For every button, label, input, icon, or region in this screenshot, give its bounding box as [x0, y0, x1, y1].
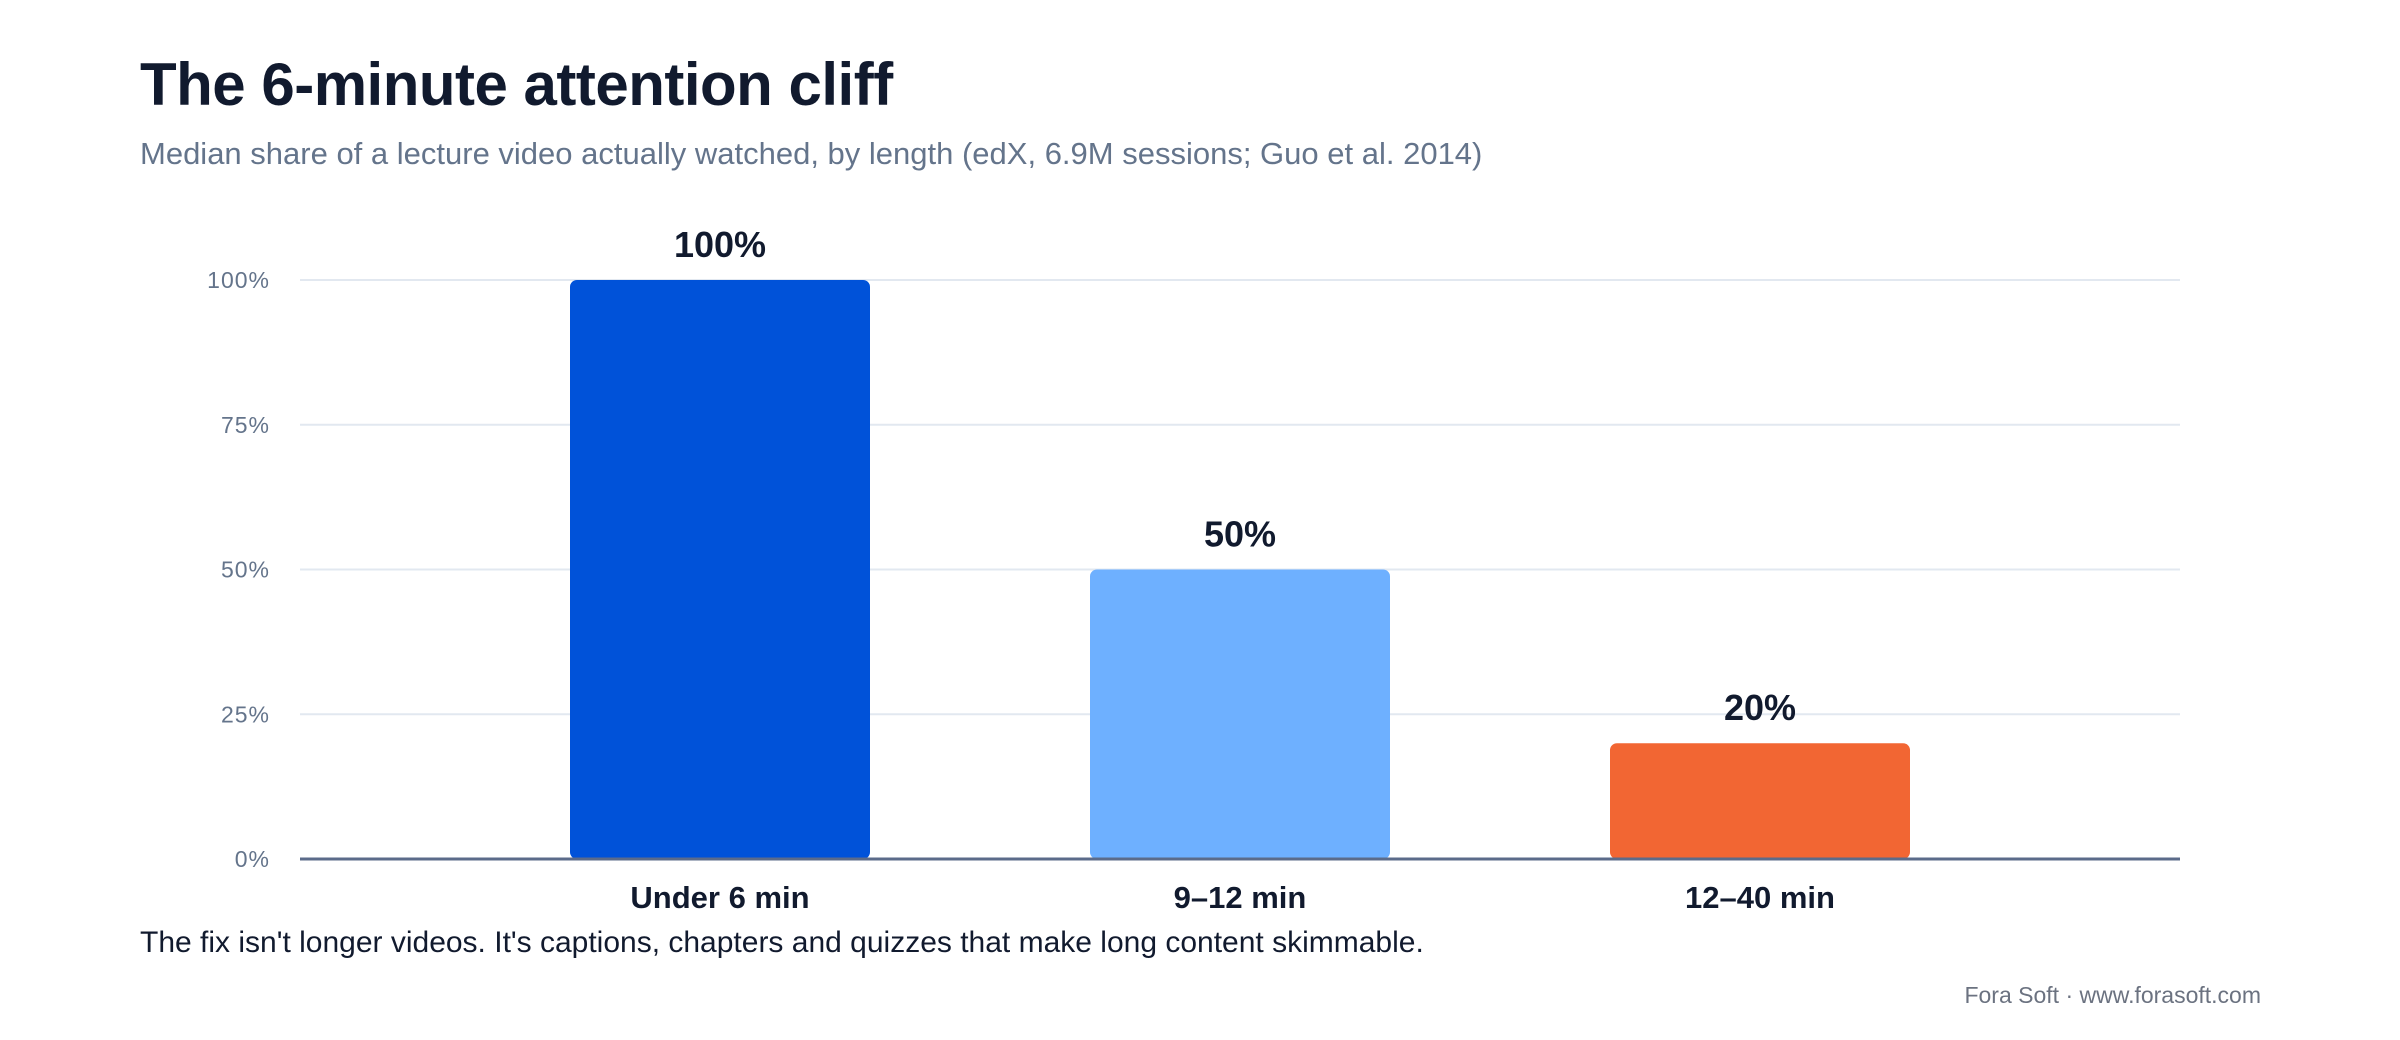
chart-subtitle: Median share of a lecture video actually…	[140, 136, 1483, 171]
x-tick-label: 9–12 min	[1174, 880, 1307, 915]
chart-footnote: The fix isn't longer videos. It's captio…	[140, 926, 1424, 959]
data-label: 20%	[1724, 687, 1796, 728]
y-tick-label: 25%	[221, 701, 270, 727]
source-credit: Fora Soft · www.forasoft.com	[1964, 982, 2261, 1008]
data-label: 100%	[674, 224, 766, 265]
x-tick-label: Under 6 min	[630, 880, 809, 915]
y-tick-label: 100%	[207, 267, 270, 293]
chart-title: The 6-minute attention cliff	[140, 51, 893, 118]
y-tick-label: 50%	[221, 557, 270, 583]
data-label: 50%	[1204, 514, 1276, 555]
x-tick-label: 12–40 min	[1685, 880, 1835, 915]
bar	[1610, 743, 1910, 859]
bar	[570, 280, 870, 859]
y-tick-label: 75%	[221, 412, 270, 438]
bar	[1090, 569, 1390, 859]
y-tick-label: 0%	[235, 846, 270, 872]
